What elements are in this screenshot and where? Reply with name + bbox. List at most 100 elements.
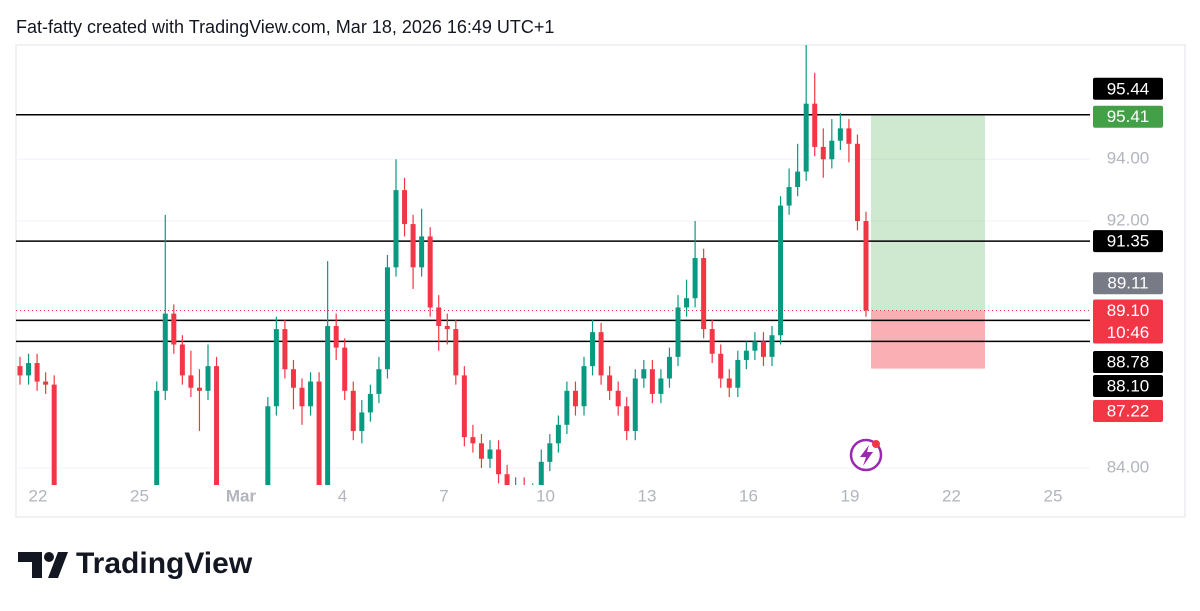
candle-body — [34, 363, 40, 382]
candle-body — [829, 140, 835, 160]
candle-body — [795, 171, 801, 188]
level-label-bg — [1093, 230, 1163, 253]
candle-body — [837, 128, 843, 141]
candle-body — [162, 313, 168, 391]
level-label: 88.78 — [1107, 352, 1150, 371]
x-tick-label: 25 — [1044, 486, 1063, 505]
logo-text: TradingView — [76, 547, 253, 580]
candle-body — [564, 390, 570, 425]
x-tick-label: 19 — [841, 486, 860, 505]
prev-price-label-bg — [1093, 272, 1163, 295]
x-tick-label: 7 — [439, 486, 448, 505]
candle-body — [496, 449, 502, 475]
candle-body — [137, 511, 142, 520]
level-label: 91.35 — [1107, 232, 1150, 251]
candle-body — [103, 511, 108, 517]
candle-body — [820, 146, 826, 160]
candle-body — [402, 190, 408, 225]
candle-body — [154, 390, 160, 485]
level-label-bg — [1093, 77, 1163, 100]
candle-body — [171, 313, 177, 345]
candle-body — [325, 325, 331, 485]
candle-body — [572, 390, 578, 407]
candle-body — [684, 298, 690, 308]
candle-body — [419, 236, 425, 268]
candle-body — [846, 128, 852, 144]
target-label: 95.41 — [1107, 107, 1150, 126]
candle-body — [69, 511, 74, 517]
candle-body — [478, 443, 484, 459]
candle-body — [649, 369, 655, 394]
y-tick-label: 94.00 — [1107, 149, 1150, 168]
candle-body — [530, 493, 535, 499]
candle-body — [513, 487, 518, 493]
chart-frame — [15, 44, 1186, 518]
level-label: 88.10 — [1107, 376, 1150, 395]
candle-body — [384, 267, 390, 370]
candle-body — [522, 487, 527, 499]
candle-body — [120, 514, 125, 523]
attribution: Fat-fatty created with TradingView.com, … — [16, 17, 554, 37]
candle-body — [461, 375, 467, 438]
candle-body — [641, 369, 647, 379]
candle-body — [436, 307, 442, 326]
candle-body — [709, 329, 715, 354]
plot-area — [16, 45, 1090, 523]
candle-body — [769, 335, 775, 357]
candle-body — [666, 356, 672, 379]
candle-body — [248, 508, 253, 514]
x-tick-label: 4 — [338, 486, 347, 505]
candle-body — [632, 378, 638, 431]
candle-body — [308, 381, 314, 407]
x-tick-label: Mar — [226, 486, 257, 505]
candle-body — [273, 329, 279, 407]
candle-body — [299, 387, 305, 407]
prev-price-label: 89.11 — [1107, 274, 1148, 293]
candle-body — [188, 375, 194, 388]
y-tick-label: 84.00 — [1107, 458, 1150, 477]
candle-body — [112, 517, 117, 523]
candle-body — [598, 332, 604, 376]
candle-body — [718, 353, 724, 379]
candle-body — [60, 499, 65, 511]
candle-body — [692, 258, 698, 299]
target-label-bg — [1093, 105, 1163, 128]
candle-body — [854, 143, 860, 221]
x-tick-label: 25 — [130, 486, 149, 505]
candle-body — [615, 390, 621, 407]
candle-body — [555, 424, 561, 444]
candle-body — [342, 347, 348, 391]
candle-body — [470, 437, 476, 444]
candle-body — [504, 474, 510, 485]
candle-body — [333, 325, 339, 348]
target-zone — [871, 115, 985, 311]
candle-body — [658, 378, 664, 394]
candle-body — [726, 378, 732, 388]
x-tick-label: 22 — [942, 486, 961, 505]
candle-body — [701, 258, 707, 330]
candle-body — [607, 375, 613, 391]
candle-body — [43, 381, 49, 385]
candle-body — [240, 508, 245, 511]
candle-body — [863, 221, 869, 311]
last-price-bg — [1093, 299, 1163, 344]
candle-body — [786, 187, 792, 206]
candle-body — [487, 449, 493, 459]
stop-zone — [871, 310, 985, 369]
candle-body — [290, 369, 296, 388]
candle-body — [743, 350, 749, 360]
candle-body — [146, 505, 151, 511]
candle-body — [17, 366, 23, 376]
candle-body — [282, 329, 288, 370]
candle-body — [51, 384, 57, 485]
candle-body — [444, 325, 450, 330]
candle-body — [624, 406, 630, 431]
candle-body — [214, 366, 220, 485]
candle-body — [427, 236, 433, 308]
candle-body — [376, 369, 382, 394]
candle-body — [453, 329, 459, 376]
candle-body — [367, 393, 373, 413]
candle-body — [547, 443, 553, 462]
candle-body — [393, 190, 399, 268]
